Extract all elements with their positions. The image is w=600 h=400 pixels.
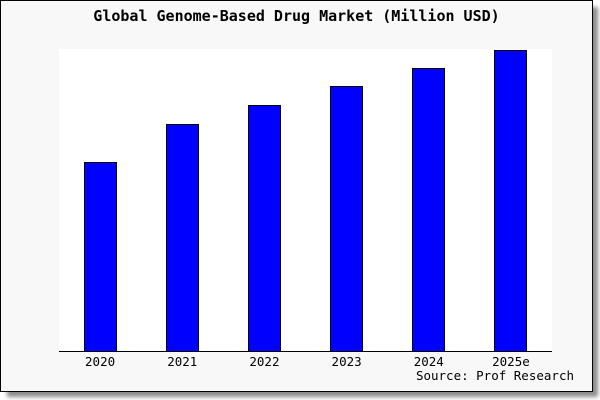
x-tick-label-2020: 2020 xyxy=(85,354,116,369)
source-credit: Source: Prof Research xyxy=(415,368,574,383)
plot-area xyxy=(59,49,552,352)
bar-slot xyxy=(470,49,552,351)
bar-slot xyxy=(306,49,388,351)
x-tick-label-2023: 2023 xyxy=(331,354,362,369)
bar-2024 xyxy=(412,68,446,351)
x-tick-label-2025e: 2025e xyxy=(492,354,530,369)
bar-2022 xyxy=(247,105,281,351)
x-tick-label-2021: 2021 xyxy=(167,354,198,369)
chart-title: Global Genome-Based Drug Market (Million… xyxy=(93,7,500,25)
bar-2025e xyxy=(494,49,528,351)
x-tick-label-2022: 2022 xyxy=(249,354,280,369)
bar-2020 xyxy=(83,162,117,351)
bar-2023 xyxy=(330,86,364,351)
bar-slot xyxy=(388,49,470,351)
bar-slot xyxy=(223,49,305,351)
bar-2021 xyxy=(165,124,199,351)
bar-slot xyxy=(59,49,141,351)
chart-card: Global Genome-Based Drug Market (Million… xyxy=(0,0,593,392)
x-axis-ticks: 2020 2021 2022 2023 2024 2025e xyxy=(59,354,552,370)
x-tick-label-2024: 2024 xyxy=(413,354,444,369)
bars-layer xyxy=(59,49,552,351)
bar-slot xyxy=(141,49,223,351)
